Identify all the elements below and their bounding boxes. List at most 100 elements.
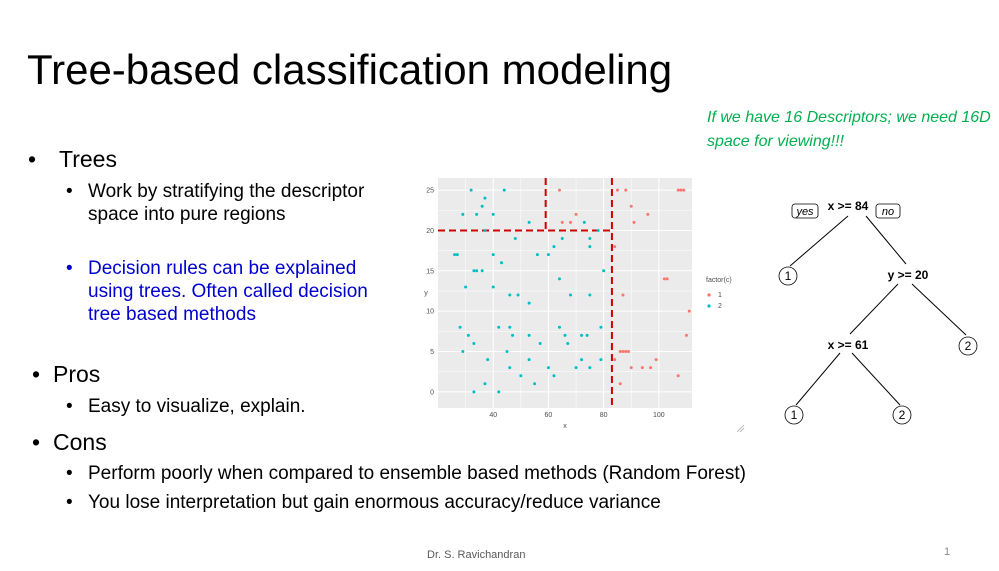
data-point-class-2 (602, 269, 606, 273)
bullet-dot-icon: • (66, 396, 73, 417)
data-point-class-1 (621, 293, 625, 297)
data-point-class-1 (613, 358, 617, 362)
bullet-cons-sub1-text: Perform poorly when compared to ensemble… (88, 463, 746, 484)
data-point-class-1 (560, 220, 564, 224)
leaf-circle (892, 405, 912, 425)
footer-author: Dr. S. Ravichandran (427, 549, 526, 561)
leaf-left-right: 2 (899, 408, 906, 422)
data-point-class-2 (511, 333, 515, 337)
data-point-class-1 (646, 212, 650, 216)
data-point-class-1 (662, 277, 666, 281)
data-point-class-1 (679, 188, 683, 192)
bullet-dot-icon: • (66, 492, 73, 513)
data-point-class-2 (599, 325, 603, 329)
decision-tree: yes no x >= 84 y >= 20 x >= 61 1 2 1 2 (778, 199, 978, 425)
data-point-class-2 (480, 269, 484, 273)
data-point-class-2 (483, 382, 487, 386)
no-label: no (882, 206, 894, 218)
resize-grip-icon (736, 424, 745, 432)
data-point-class-2 (475, 212, 479, 216)
legend-key-2 (707, 304, 711, 308)
data-point-class-1 (665, 277, 669, 281)
data-point-class-2 (588, 366, 592, 370)
y-tick-label: 25 (426, 188, 434, 195)
data-point-class-2 (538, 341, 542, 345)
data-point-class-2 (508, 325, 512, 329)
data-point-class-1 (649, 366, 653, 370)
bullet-cons-sub2-text: You lose interpretation but gain enormou… (88, 492, 661, 513)
data-points (453, 188, 691, 394)
data-point-class-2 (513, 237, 517, 241)
data-point-class-2 (458, 325, 462, 329)
data-point-class-2 (533, 382, 537, 386)
data-point-class-2 (552, 374, 556, 378)
bullet-dot-icon: • (32, 361, 41, 387)
legend-key-1 (707, 293, 711, 297)
x-axis-label: x (563, 423, 567, 430)
data-point-class-2 (552, 245, 556, 249)
data-point-class-2 (527, 220, 531, 224)
bullet-dot-icon: • (66, 181, 73, 202)
data-point-class-1 (618, 382, 622, 386)
data-point-class-2 (582, 220, 586, 224)
data-point-class-1 (640, 366, 644, 370)
data-point-class-2 (566, 341, 570, 345)
scatter-chart: 40 60 80 100 0 5 10 15 20 25 x y factor(c) 1 2 (424, 178, 745, 432)
data-point-class-1 (684, 333, 688, 337)
data-point-class-2 (588, 245, 592, 249)
bullet-cons-text: Cons (53, 429, 107, 455)
leaf-root-left: 1 (785, 269, 792, 283)
data-point-class-2 (546, 253, 550, 257)
legend-title: factor(c) (706, 277, 732, 284)
y-tick-label: 5 (430, 349, 434, 356)
page-number: 1 (944, 546, 951, 558)
data-point-class-1 (621, 350, 625, 354)
node-y-split: y >= 20 (888, 268, 929, 282)
data-point-class-2 (491, 285, 495, 289)
data-point-class-2 (527, 358, 531, 362)
yes-label-box (791, 203, 819, 219)
x-tick-label: 60 (545, 412, 553, 419)
data-point-class-2 (472, 390, 476, 394)
legend: factor(c) 1 2 (706, 277, 732, 310)
data-point-class-2 (486, 358, 490, 362)
no-label-box (875, 203, 901, 219)
data-point-class-1 (654, 358, 658, 362)
data-point-class-2 (500, 261, 503, 265)
data-point-class-2 (497, 390, 501, 394)
data-point-class-1 (618, 350, 622, 354)
node-x-split: x >= 61 (828, 338, 869, 352)
data-point-class-2 (483, 196, 487, 200)
bullet-trees-sub2-line3: tree based methods (88, 304, 256, 325)
x-tick-label: 100 (653, 412, 665, 419)
callout-note: If we have 16 Descriptors; we need 16D s… (707, 109, 991, 150)
bullet-dot-icon: • (32, 429, 41, 455)
data-point-class-1 (569, 220, 573, 224)
data-point-class-2 (527, 301, 531, 305)
grid-lines (438, 178, 692, 408)
bullet-trees-sub2-line1: Decision rules can be explained (88, 258, 357, 279)
bullet-trees-sub1-line1: Work by stratifying the descriptor (88, 181, 365, 202)
axis-ticks: 40 60 80 100 0 5 10 15 20 25 (426, 188, 665, 419)
data-point-class-2 (497, 325, 501, 329)
data-point-class-2 (596, 228, 600, 232)
data-point-class-1 (557, 188, 561, 192)
bullet-trees-sub1-line2: space into pure regions (88, 204, 286, 225)
bullet-trees-sub2-line2: using trees. Often called decision (88, 281, 368, 302)
data-point-class-1 (629, 366, 633, 370)
data-point-class-2 (516, 293, 520, 297)
y-tick-label: 15 (426, 268, 434, 275)
data-point-class-2 (588, 293, 592, 297)
bullet-pros-text: Pros (53, 361, 101, 387)
data-point-class-1 (687, 309, 691, 313)
data-point-class-1 (682, 188, 686, 192)
bullet-dot-icon: • (66, 258, 73, 279)
data-point-class-2 (546, 366, 550, 370)
x-tick-label: 80 (600, 412, 608, 419)
data-point-class-2 (472, 341, 476, 345)
data-point-class-2 (469, 188, 473, 192)
data-point-class-2 (461, 350, 465, 354)
data-point-class-2 (560, 237, 564, 241)
leaf-circle (778, 266, 798, 286)
data-point-class-2 (491, 212, 495, 216)
